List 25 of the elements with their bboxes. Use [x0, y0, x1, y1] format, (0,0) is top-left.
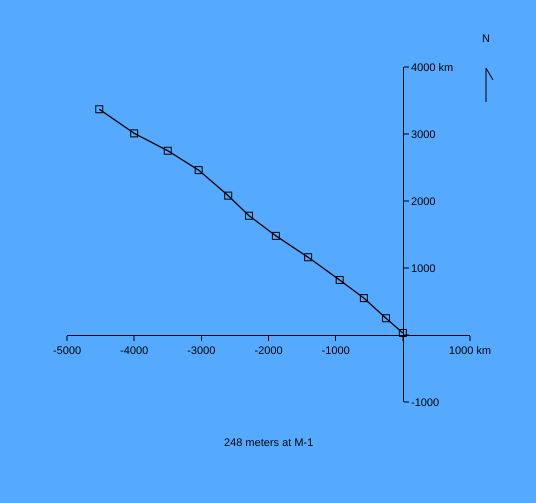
- point: [272, 232, 280, 240]
- point: [336, 276, 344, 284]
- point: [95, 105, 104, 114]
- point: [360, 294, 368, 302]
- y-tick-label: 2000: [411, 196, 436, 208]
- text: N: [482, 33, 490, 45]
- x-tick-label: 1000 km: [448, 345, 492, 358]
- point: [164, 146, 172, 155]
- point: [398, 328, 407, 337]
- x-tick-label: -5000: [52, 345, 82, 358]
- point: [130, 129, 138, 138]
- text: 248 meters at M-1: [224, 437, 314, 449]
- point: [304, 253, 312, 262]
- point: [194, 166, 203, 174]
- y-tick-label: 4000 km: [411, 62, 454, 74]
- point: [245, 212, 254, 220]
- y-tick-label: -1000: [411, 396, 440, 409]
- x-tick-label: -1000: [322, 345, 350, 358]
- x-tick-label: -4000: [120, 345, 148, 358]
- point: [224, 192, 232, 200]
- y-tick-label: 1000: [411, 262, 436, 275]
- y-tick-label: 3000: [411, 128, 436, 141]
- x-tick-label: -3000: [187, 345, 216, 358]
- x-tick-label: -2000: [254, 345, 283, 358]
- point: [382, 314, 390, 322]
